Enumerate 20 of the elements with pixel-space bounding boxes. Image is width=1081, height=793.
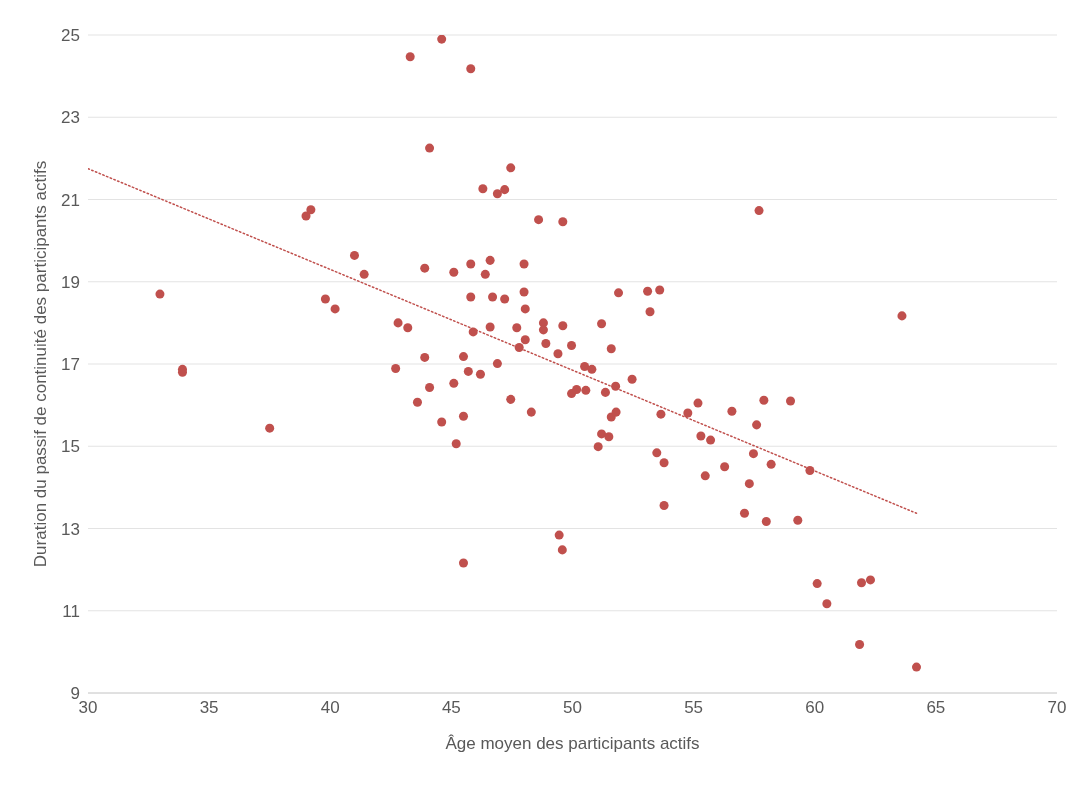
x-tick-label: 45 — [441, 698, 461, 718]
x-tick-label: 35 — [199, 698, 219, 718]
y-tick-label: 13 — [61, 519, 80, 539]
x-tick-label: 60 — [805, 698, 825, 718]
y-tick-label: 21 — [61, 190, 80, 210]
x-tick-label: 65 — [926, 698, 946, 718]
x-tick-label: 30 — [78, 698, 98, 718]
y-tick-label: 15 — [61, 437, 80, 457]
y-tick-label: 25 — [61, 26, 80, 46]
x-axis-title: Âge moyen des participants actifs — [445, 734, 700, 753]
x-tick-label: 70 — [1047, 698, 1067, 718]
x-tick-label: 55 — [684, 698, 704, 718]
x-tick-label: 50 — [563, 698, 582, 718]
y-tick-label: 9 — [70, 684, 80, 704]
y-tick-label: 23 — [61, 108, 80, 128]
y-tick-label: 19 — [61, 272, 80, 292]
y-tick-label: 11 — [62, 601, 80, 621]
y-axis-title: Duration du passif de continuité des participants actifs — [31, 160, 51, 568]
y-tick-label: 17 — [61, 355, 80, 375]
x-tick-label: 40 — [320, 698, 340, 718]
